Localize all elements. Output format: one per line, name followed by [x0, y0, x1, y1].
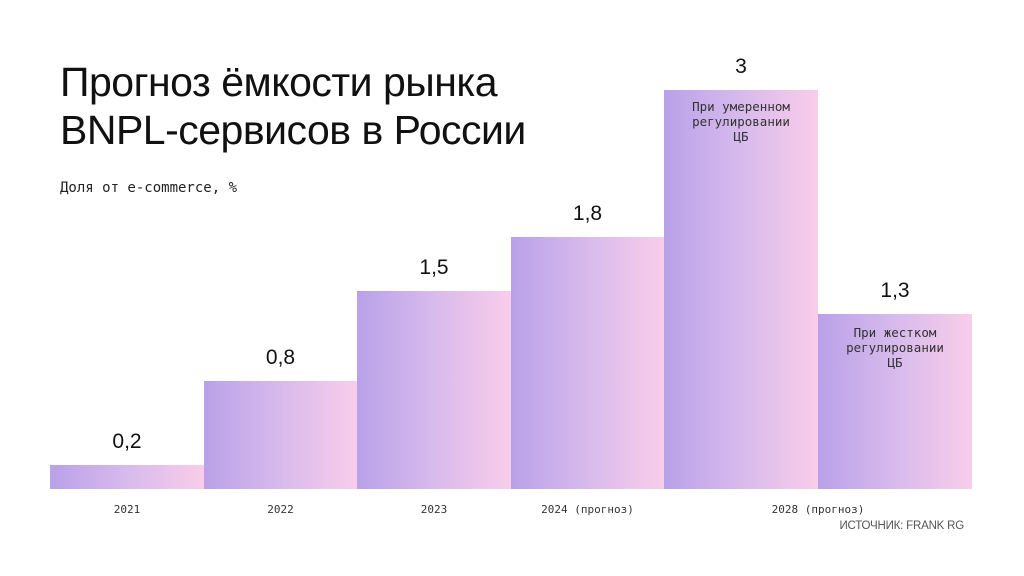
x-label-2028: 2028 (прогноз) [771, 503, 865, 516]
chart-title-line1: Прогноз ёмкости рынка [60, 59, 498, 105]
source-label: ИСТОЧНИК: FRANK RG [839, 520, 964, 532]
x-label-2021: 2021 [113, 503, 141, 516]
x-label-2024: 2024 (прогноз) [541, 503, 634, 516]
bar-2022 [204, 381, 357, 489]
bar-2023 [357, 291, 511, 489]
value-label-2021: 0,2 [112, 430, 142, 453]
bar-2028-strict [818, 314, 972, 489]
value-label-2023: 1,5 [419, 256, 449, 279]
value-label-2022: 0,8 [265, 346, 296, 369]
bar-2021 [50, 465, 204, 489]
chart-title-line2: BNPL-сервисов в России [60, 107, 526, 153]
chart-title: Прогноз ёмкости рынка BNPL-сервисов в Ро… [60, 58, 526, 154]
value-label-2028-moderate: 3 [735, 55, 747, 78]
bar-2024 [511, 237, 664, 489]
note-2028-strict: При жестком регулировании ЦБ [846, 325, 944, 370]
x-label-2023: 2023 [420, 503, 448, 516]
note-2028-moderate: При умеренном регулировании ЦБ [692, 99, 790, 144]
value-label-2024: 1,8 [572, 202, 603, 225]
x-label-2022: 2022 [267, 503, 294, 516]
chart-subtitle: Доля от e-commerce, % [60, 180, 238, 196]
value-label-2028-strict: 1,3 [880, 279, 910, 302]
bar-2028-moderate [664, 90, 818, 489]
